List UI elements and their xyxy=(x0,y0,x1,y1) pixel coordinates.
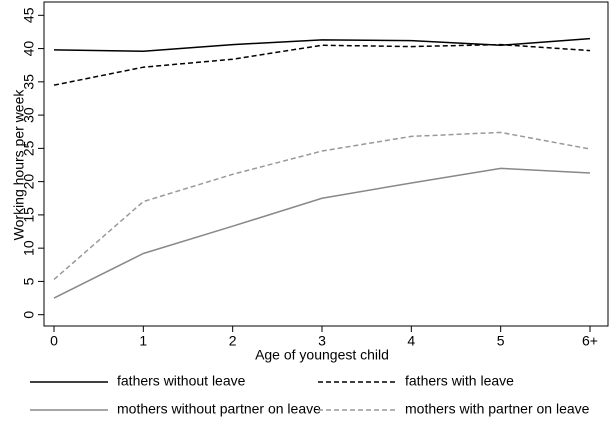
legend-label: mothers with partner on leave xyxy=(405,401,590,417)
y-tick-label: 0 xyxy=(21,311,37,319)
y-axis-label: Working hours per week xyxy=(11,89,27,241)
x-tick-label: 2 xyxy=(229,333,237,349)
plot-frame xyxy=(43,1,609,327)
y-tick-label: 30 xyxy=(21,107,37,123)
y-tick-label: 20 xyxy=(21,174,37,190)
legend-label: mothers without partner on leave xyxy=(117,401,321,417)
y-tick-label: 40 xyxy=(21,41,37,57)
series-line xyxy=(53,43,591,86)
legend-label: fathers with leave xyxy=(405,373,514,389)
x-tick-label: 1 xyxy=(139,333,147,349)
y-tick-label: 10 xyxy=(21,240,37,256)
y-tick-label: 25 xyxy=(21,140,37,156)
y-tick-label: 45 xyxy=(21,7,37,23)
x-tick-label: 5 xyxy=(497,333,505,349)
y-tick-label: 15 xyxy=(21,207,37,223)
legend-label: fathers without leave xyxy=(117,373,246,389)
y-tick-label: 5 xyxy=(21,277,37,285)
y-tick-label: 35 xyxy=(21,74,37,90)
x-tick-label: 6+ xyxy=(582,333,598,349)
x-tick-label: 0 xyxy=(50,333,58,349)
x-tick-label: 4 xyxy=(407,333,415,349)
series-line xyxy=(53,167,591,299)
x-axis-label: Age of youngest child xyxy=(255,347,389,363)
x-tick-label: 3 xyxy=(318,333,326,349)
series-line xyxy=(53,131,591,280)
